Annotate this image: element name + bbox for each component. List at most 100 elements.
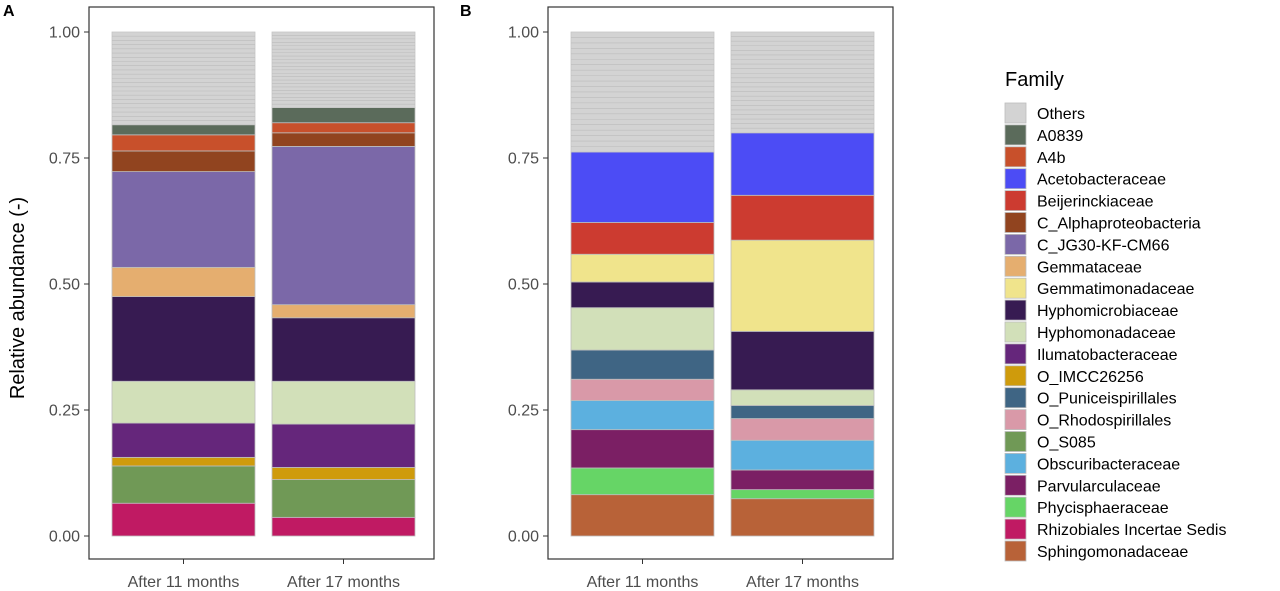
legend-swatch bbox=[1004, 431, 1027, 452]
panel-b: 0.00 0.25 0.50 0.75 1.00 After 11 months Afte… bbox=[508, 6, 894, 591]
bar-segment-o-rhodospirillales-after-11-months bbox=[570, 378, 715, 401]
legend-label: O_S085 bbox=[1037, 435, 1096, 452]
y-tick-label: 0.25 bbox=[508, 403, 539, 420]
legend-entry-beijerinckiaceae: Beijerinckiaceae bbox=[1004, 190, 1154, 212]
legend-entry-parvularculaceae: Parvularculaceae bbox=[1004, 474, 1161, 496]
y-tick-label: 1.00 bbox=[49, 25, 80, 42]
panel-letter-a: A bbox=[3, 3, 15, 20]
legend-entry-o-puniceispirillales: O_Puniceispirillales bbox=[1004, 387, 1177, 409]
bar-segment-a0839-after-11-months bbox=[111, 124, 256, 136]
bar-segment-a4b-after-11-months bbox=[111, 134, 256, 152]
legend-swatch bbox=[1004, 146, 1027, 168]
legend-label: Hyphomonadaceae bbox=[1037, 325, 1176, 342]
legend-label: Ilumatobacteraceae bbox=[1037, 347, 1178, 364]
bar-segment-sphingomonadaceae-after-11-months bbox=[570, 494, 715, 537]
y-tick-label: 0.50 bbox=[508, 277, 539, 294]
bar-segment-c-alphaproteobacteria-after-17-months bbox=[271, 132, 416, 147]
legend-swatch bbox=[1004, 387, 1027, 409]
legend-entry-phycisphaeraceae: Phycisphaeraceae bbox=[1004, 496, 1169, 518]
bar-segment-phycisphaeraceae-after-17-months bbox=[730, 489, 875, 500]
legend-label: Phycisphaeraceae bbox=[1037, 500, 1169, 517]
legend-label: Gemmatimonadaceae bbox=[1037, 281, 1195, 298]
legend-swatch bbox=[1004, 518, 1027, 540]
bar-segment-sphingomonadaceae-after-17-months bbox=[730, 498, 875, 537]
bar-segment-o-s085-after-17-months bbox=[271, 479, 416, 518]
legend-label: O_IMCC26256 bbox=[1037, 369, 1144, 386]
bar-segment-hyphomicrobiaceae-after-17-months bbox=[730, 330, 875, 391]
legend-entry-c-jg30-kf-cm66: C_JG30-KF-CM66 bbox=[1004, 233, 1170, 255]
legend-swatch bbox=[1004, 321, 1027, 343]
legend-label: O_Puniceispirillales bbox=[1037, 391, 1177, 408]
legend-label: Obscuribacteraceae bbox=[1037, 456, 1180, 473]
bar-segment-gemmataceae-after-17-months bbox=[271, 304, 416, 319]
legend-swatch bbox=[1004, 255, 1027, 277]
panel-a-x-axis: After 11 months After 17 months bbox=[128, 559, 400, 591]
bar-segment-beijerinckiaceae-after-11-months bbox=[570, 222, 715, 255]
legend-entry-a0839: A0839 bbox=[1004, 124, 1083, 146]
y-tick-label: 1.00 bbox=[508, 25, 539, 42]
panel-a-bars bbox=[111, 31, 416, 537]
legend-entry-hyphomicrobiaceae: Hyphomicrobiaceae bbox=[1004, 299, 1179, 321]
legend-swatch bbox=[1004, 168, 1027, 190]
bar-segment-o-imcc26256-after-11-months bbox=[111, 456, 256, 467]
legend-label: O_Rhodospirillales bbox=[1037, 413, 1171, 430]
legend-label: Rhizobiales Incertae Sedis bbox=[1037, 522, 1226, 539]
legend-entry-others: Others bbox=[1004, 102, 1085, 124]
bar-segment-obscuribacteraceae-after-17-months bbox=[730, 439, 875, 471]
bar-segment-gemmatimonadaceae-after-17-months bbox=[730, 239, 875, 332]
legend-swatch bbox=[1004, 233, 1027, 255]
legend: Family Others A0839 A4b Acetobacteraceae Bei… bbox=[1004, 69, 1226, 562]
bar-segment-hyphomonadaceae-after-17-months bbox=[271, 380, 416, 425]
legend-entry-o-s085: O_S085 bbox=[1004, 431, 1096, 452]
legend-entry-c-alphaproteobacteria: C_Alphaproteobacteria bbox=[1004, 212, 1201, 233]
y-tick-label: 0.75 bbox=[49, 151, 80, 168]
legend-label: Others bbox=[1037, 106, 1085, 123]
y-axis-title: Relative abundance (-) bbox=[7, 197, 29, 399]
bar-segment-c-jg30-kf-cm66-after-11-months bbox=[111, 171, 256, 268]
bar-segment-rhizobiales-incertae-sedis-after-11-months bbox=[111, 502, 256, 537]
bar-segment-hyphomicrobiaceae-after-17-months bbox=[271, 317, 416, 382]
y-tick-label: 0.00 bbox=[508, 529, 539, 546]
legend-label: A0839 bbox=[1037, 128, 1083, 145]
legend-label: Parvularculaceae bbox=[1037, 478, 1161, 495]
legend-label: Gemmataceae bbox=[1037, 259, 1142, 276]
bar-segment-gemmataceae-after-11-months bbox=[111, 266, 256, 297]
x-tick-label-after-17-months: After 17 months bbox=[287, 574, 400, 591]
bar-segment-phycisphaeraceae-after-11-months bbox=[570, 467, 715, 496]
legend-swatch bbox=[1004, 365, 1027, 387]
panel-b-y-axis: 0.00 0.25 0.50 0.75 1.00 bbox=[508, 25, 548, 546]
bar-segment-o-puniceispirillales-after-17-months bbox=[730, 405, 875, 419]
legend-entry-gemmatimonadaceae: Gemmatimonadaceae bbox=[1004, 277, 1195, 299]
legend-entry-acetobacteraceae: Acetobacteraceae bbox=[1004, 168, 1166, 190]
legend-title: Family bbox=[1005, 69, 1064, 91]
y-tick-label: 0.75 bbox=[508, 151, 539, 168]
legend-entry-hyphomonadaceae: Hyphomonadaceae bbox=[1004, 321, 1176, 343]
bar-segment-c-jg30-kf-cm66-after-17-months bbox=[271, 146, 416, 306]
legend-swatch bbox=[1004, 474, 1027, 496]
bar-segment-o-s085-after-11-months bbox=[111, 465, 256, 504]
y-tick-label: 0.00 bbox=[49, 529, 80, 546]
legend-swatch bbox=[1004, 299, 1027, 321]
panel-a-y-axis: 0.00 0.25 0.50 0.75 1.00 bbox=[49, 25, 89, 546]
legend-label: C_JG30-KF-CM66 bbox=[1037, 237, 1170, 254]
bar-segment-rhizobiales-incertae-sedis-after-17-months bbox=[271, 516, 416, 537]
bar-segment-obscuribacteraceae-after-11-months bbox=[570, 400, 715, 431]
legend-swatch bbox=[1004, 124, 1027, 146]
legend-swatch bbox=[1004, 190, 1027, 212]
legend-entry-o-rhodospirillales: O_Rhodospirillales bbox=[1004, 409, 1171, 431]
legend-label: Sphingomonadaceae bbox=[1037, 544, 1188, 561]
bar-segment-acetobacteraceae-after-11-months bbox=[570, 151, 715, 223]
legend-entry-obscuribacteraceae: Obscuribacteraceae bbox=[1004, 452, 1180, 474]
bar-segment-o-rhodospirillales-after-17-months bbox=[730, 418, 875, 441]
legend-entry-ilumatobacteraceae: Ilumatobacteraceae bbox=[1004, 343, 1178, 365]
legend-entry-o-imcc26256: O_IMCC26256 bbox=[1004, 365, 1144, 387]
legend-swatch bbox=[1004, 409, 1027, 431]
x-tick-label-after-11-months: After 11 months bbox=[587, 574, 699, 591]
legend-swatch bbox=[1004, 540, 1027, 562]
bar-segment-beijerinckiaceae-after-17-months bbox=[730, 194, 875, 241]
legend-label: Acetobacteraceae bbox=[1037, 172, 1166, 189]
panel-b-x-axis: After 11 months After 17 months bbox=[587, 559, 859, 591]
bar-segment-gemmatimonadaceae-after-11-months bbox=[570, 253, 715, 283]
bar-segment-hyphomicrobiaceae-after-11-months bbox=[570, 281, 715, 309]
